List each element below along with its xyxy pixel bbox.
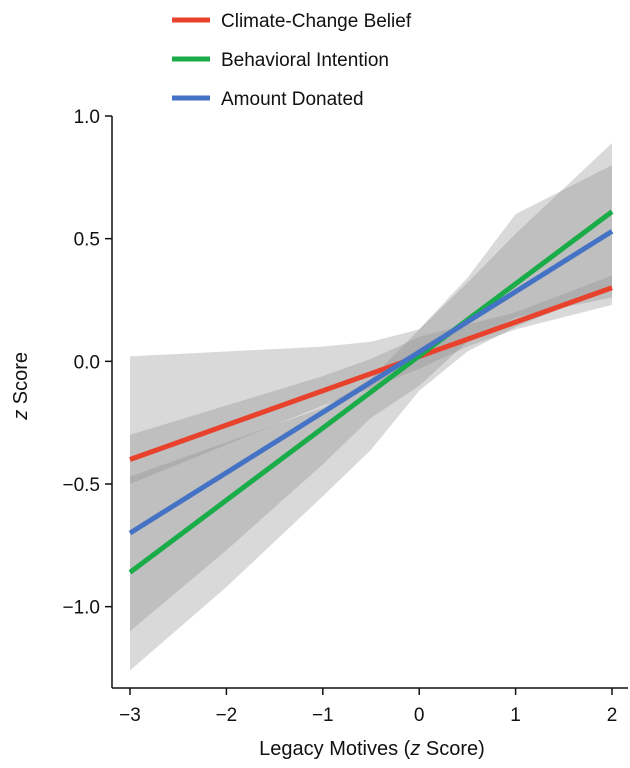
series-line-3 xyxy=(128,229,614,536)
confidence-bands xyxy=(130,143,612,671)
axis-labels: Legacy Motives (z Score) z Score xyxy=(10,352,485,760)
y-axis-title: z Score xyxy=(10,352,32,421)
series-line-1 xyxy=(129,285,613,462)
y-tick-label: −1.0 xyxy=(62,598,100,619)
x-tick-label: 0 xyxy=(414,705,425,726)
legend-label-3: Amount Donated xyxy=(221,89,364,110)
x-axis-title: Legacy Motives (z Score) xyxy=(259,738,485,760)
axes: 1.0 0.5 0.0 −0.5 −1.0 −3 −2 −1 0 1 2 xyxy=(62,107,628,726)
legend-label-1: Climate-Change Belief xyxy=(221,11,412,32)
y-tick-label: 1.0 xyxy=(74,107,100,128)
x-tick-label: 1 xyxy=(510,705,521,726)
y-tick-label: 0.5 xyxy=(74,230,100,251)
series-lines xyxy=(128,209,614,575)
legend-label-2: Behavioral Intention xyxy=(221,50,389,71)
confidence-band-2 xyxy=(130,143,612,671)
x-tick-label: −1 xyxy=(312,705,334,726)
series-line-2 xyxy=(128,209,614,575)
y-tick-label: 0.0 xyxy=(74,352,100,373)
x-tick-label: −2 xyxy=(216,705,238,726)
y-tick-label: −0.5 xyxy=(62,475,100,496)
x-tick-label: 2 xyxy=(607,705,618,726)
x-tick-label: −3 xyxy=(119,705,141,726)
legend: Climate-Change Belief Behavioral Intentio… xyxy=(172,11,412,110)
confidence-band-3 xyxy=(130,165,612,632)
